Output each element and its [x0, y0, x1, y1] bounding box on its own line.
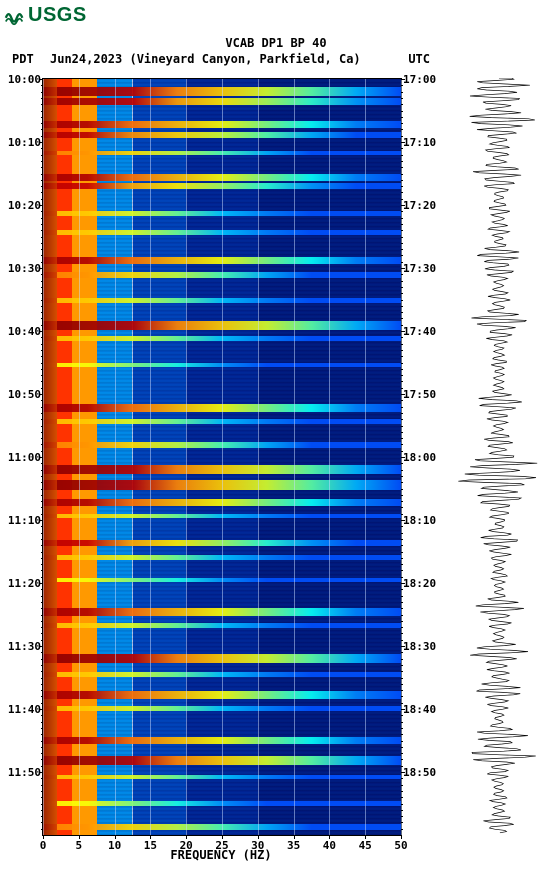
y-tick-right: 17:40 [401, 325, 443, 338]
y-tick-right: 18:00 [401, 451, 443, 464]
y-tick-left: 10:50 [1, 388, 43, 401]
y-tick-left: 11:00 [1, 451, 43, 464]
y-tick-left: 11:20 [1, 577, 43, 590]
y-tick-right: 17:20 [401, 199, 443, 212]
y-tick-left: 10:30 [1, 262, 43, 275]
y-tick-right: 18:50 [401, 766, 443, 779]
y-tick-right: 17:10 [401, 136, 443, 149]
y-tick-left: 10:40 [1, 325, 43, 338]
y-tick-left: 10:00 [1, 73, 43, 86]
y-tick-right: 17:50 [401, 388, 443, 401]
usgs-logo: USGS [4, 4, 87, 27]
x-axis-label: FREQUENCY (HZ) [42, 848, 400, 862]
y-tick-left: 11:50 [1, 766, 43, 779]
y-tick-right: 18:40 [401, 703, 443, 716]
chart-title: VCAB DP1 BP 40 [0, 36, 552, 50]
y-tick-right: 18:30 [401, 640, 443, 653]
y-tick-left: 11:10 [1, 514, 43, 527]
y-tick-right: 17:00 [401, 73, 443, 86]
right-timezone-label: UTC [408, 52, 430, 66]
y-tick-left: 10:10 [1, 136, 43, 149]
y-tick-left: 10:20 [1, 199, 43, 212]
seismogram-trace [450, 78, 548, 834]
usgs-wave-icon [4, 5, 26, 27]
spectrogram-canvas [43, 79, 401, 835]
chart-subtitle: PDT Jun24,2023 (Vineyard Canyon, Parkfie… [12, 52, 540, 66]
y-tick-right: 18:10 [401, 514, 443, 527]
date-location-label: Jun24,2023 (Vineyard Canyon, Parkfield, … [50, 52, 361, 66]
y-tick-left: 11:30 [1, 640, 43, 653]
left-timezone-label: PDT [12, 52, 34, 66]
y-tick-right: 18:20 [401, 577, 443, 590]
spectrogram-plot: 0510152025303540455010:0017:0010:1017:10… [42, 78, 402, 836]
usgs-logo-text: USGS [28, 4, 87, 27]
y-tick-left: 11:40 [1, 703, 43, 716]
y-tick-right: 17:30 [401, 262, 443, 275]
